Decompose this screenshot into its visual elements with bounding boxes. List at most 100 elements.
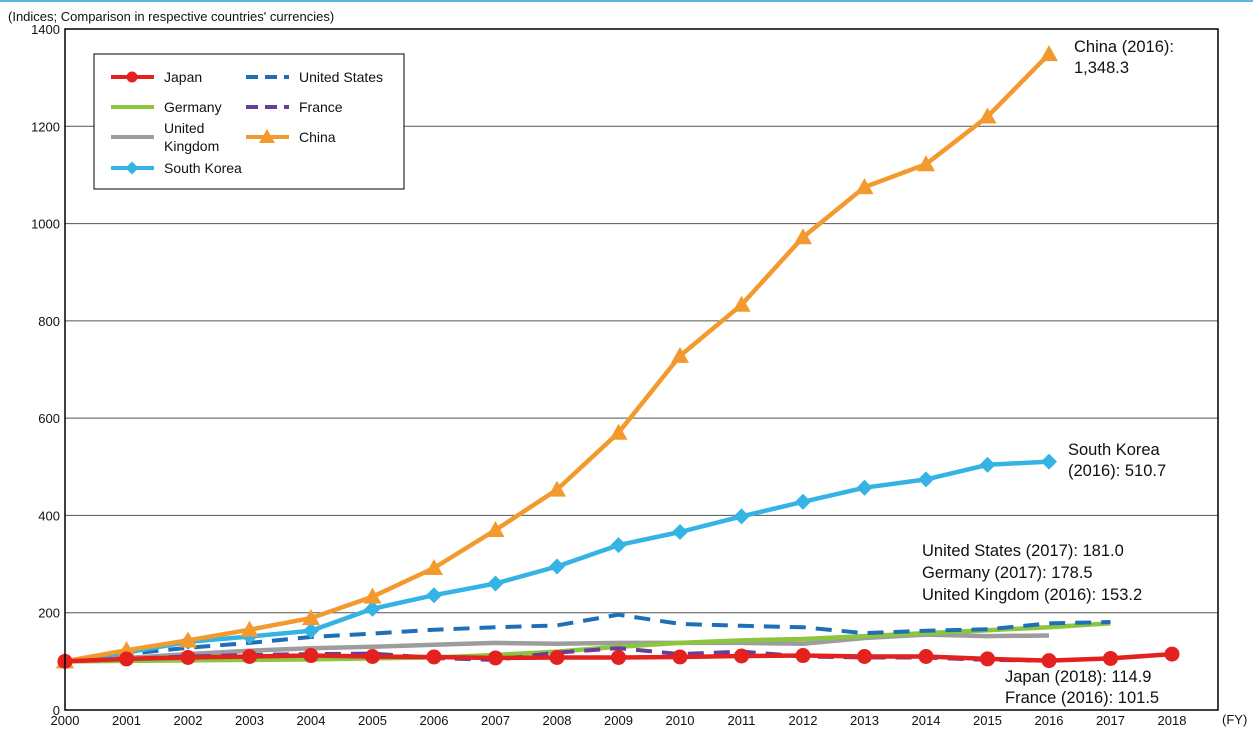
x-tick-label-2003: 2003 (235, 713, 264, 728)
data-point-japan-2016 (1041, 653, 1057, 669)
data-point-china-2009 (609, 423, 628, 440)
annotation-china-line2: 1,348.3 (1074, 59, 1129, 77)
annotation-korea-line2: (2016): 510.7 (1068, 462, 1166, 480)
series-japan (57, 646, 1180, 669)
triangle-marker-icon (259, 129, 275, 143)
legend-label-germany: Germany (164, 99, 222, 115)
data-point-china-2002 (179, 631, 197, 648)
legend-label-china: China (299, 129, 336, 145)
legend-item-south-korea: South Korea (111, 160, 242, 176)
annotation-china-line1: China (2016): (1074, 38, 1174, 56)
data-point-south-korea-2005 (364, 600, 381, 617)
data-point-japan-2001 (119, 651, 134, 667)
legend-item-united-states: United States (246, 69, 383, 85)
data-point-japan-2013 (857, 648, 872, 664)
data-point-south-korea-2006 (426, 587, 442, 604)
data-point-china-2010 (671, 346, 689, 363)
data-point-japan-2018 (1164, 646, 1180, 662)
top-accent-rule (0, 0, 1253, 2)
data-point-japan-2005 (365, 648, 380, 664)
data-point-south-korea-2013 (856, 479, 873, 496)
annotation-france: France (2016): 101.5 (1005, 689, 1159, 707)
data-point-japan-2017 (1103, 650, 1118, 666)
legend-label-united-kingdom-line1: United (164, 120, 204, 136)
legend: Japan United States Germany France Unite… (93, 53, 405, 190)
data-point-china-2007 (486, 521, 505, 538)
data-point-south-korea-2007 (487, 575, 504, 592)
x-tick-label-2002: 2002 (174, 713, 203, 728)
x-tick-label-2013: 2013 (850, 713, 879, 728)
data-point-china-2008 (548, 480, 566, 497)
y-tick-label-0: 0 (53, 703, 60, 718)
legend-label-japan: Japan (164, 69, 202, 85)
data-point-japan-2007 (488, 650, 503, 666)
data-point-china-2011 (732, 295, 751, 312)
series-china (56, 45, 1058, 669)
data-point-china-2013 (855, 178, 874, 195)
data-point-south-korea-2011 (733, 508, 750, 525)
y-tick-label-1000: 1000 (31, 217, 60, 232)
annotation-germany: Germany (2017): 178.5 (922, 564, 1093, 582)
x-tick-label-2018: 2018 (1158, 713, 1187, 728)
x-tick-label-2006: 2006 (420, 713, 449, 728)
data-point-japan-2015 (980, 651, 995, 667)
data-point-south-korea-2010 (672, 523, 688, 540)
data-point-south-korea-2015 (979, 456, 996, 473)
legend-label-united-kingdom-line2: Kingdom (164, 138, 219, 154)
data-point-japan-2010 (672, 649, 688, 665)
x-tick-label-2005: 2005 (358, 713, 387, 728)
x-axis-ticks: 2000 2001 2002 2003 2004 2005 2006 2007 2008 2009… (51, 713, 1187, 728)
data-point-china-2003 (240, 620, 259, 637)
y-tick-label-400: 400 (38, 508, 60, 523)
legend-item-china: China (246, 129, 336, 145)
data-point-china-2014 (917, 155, 935, 172)
annotation-united-kingdom: United Kingdom (2016): 153.2 (922, 586, 1142, 604)
data-point-china-2012 (794, 228, 812, 245)
annotation-japan: Japan (2018): 114.9 (1005, 668, 1151, 686)
data-point-south-korea-2008 (549, 558, 565, 575)
legend-label-south-korea: South Korea (164, 160, 242, 176)
diamond-marker-icon (125, 161, 139, 175)
data-point-south-korea-2016 (1041, 453, 1057, 470)
y-tick-label-800: 800 (38, 314, 60, 329)
x-tick-label-2007: 2007 (481, 713, 510, 728)
x-tick-label-2009: 2009 (604, 713, 633, 728)
legend-label-france: France (299, 99, 343, 115)
legend-item-japan: Japan (111, 69, 202, 85)
data-point-south-korea-2009 (610, 537, 627, 554)
x-axis-unit: (FY) (1222, 712, 1247, 727)
series-line-united-states (64, 612, 1111, 664)
x-tick-label-2001: 2001 (112, 713, 141, 728)
data-point-south-korea-2004 (303, 622, 319, 639)
y-tick-label-600: 600 (38, 411, 60, 426)
x-tick-label-2015: 2015 (973, 713, 1002, 728)
circle-marker-icon (126, 71, 138, 83)
y-tick-label-200: 200 (38, 606, 60, 621)
data-point-japan-2011 (734, 648, 749, 664)
data-point-south-korea-2014 (918, 471, 934, 488)
legend-item-france: France (246, 99, 343, 115)
unit-note: (Indices; Comparison in respective count… (8, 9, 334, 24)
x-tick-label-2017: 2017 (1096, 713, 1125, 728)
x-tick-label-2008: 2008 (543, 713, 572, 728)
plot-frame (64, 28, 1219, 711)
data-point-china-2016 (1040, 45, 1058, 62)
data-point-japan-2014 (918, 648, 934, 664)
y-tick-label-1400: 1400 (31, 22, 60, 37)
x-tick-label-2010: 2010 (666, 713, 695, 728)
data-point-china-2005 (363, 587, 382, 604)
data-point-japan-2006 (426, 649, 442, 665)
legend-item-germany: Germany (111, 99, 222, 115)
data-point-japan-2012 (795, 648, 811, 664)
data-point-japan-2002 (180, 649, 196, 665)
x-tick-label-2011: 2011 (728, 713, 756, 728)
x-tick-label-2000: 2000 (51, 713, 80, 728)
series-united-states (64, 612, 1111, 664)
legend-label-united-states: United States (299, 69, 383, 85)
y-axis-ticks: 0 200 400 600 800 1000 1200 1400 (31, 22, 60, 718)
data-point-japan-2009 (611, 649, 626, 665)
data-point-japan-2003 (242, 648, 257, 664)
legend-item-united-kingdom: United Kingdom (111, 120, 219, 154)
x-tick-label-2014: 2014 (912, 713, 941, 728)
